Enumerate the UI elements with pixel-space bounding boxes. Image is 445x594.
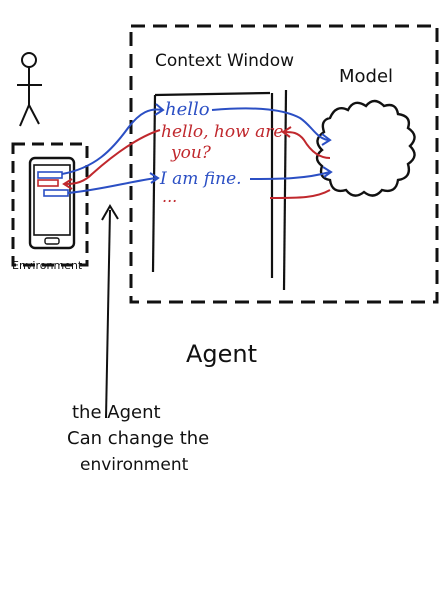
annotation-line-1: the Agent [72,402,161,423]
model-flow-arrows [62,126,331,199]
context-window-frame [151,89,288,291]
annotation-line-2: Can change the [67,428,209,449]
model-cloud [315,99,416,197]
phone-icon [28,156,76,250]
agent-label: Agent [186,340,257,368]
environment-label: Environment [12,259,83,272]
agent-boundary [129,24,439,304]
environment-boundary [11,142,89,267]
context-window-label: Context Window [155,51,294,71]
model-label: Model [339,66,393,87]
annotation-arrow [101,204,119,419]
user-figure [17,52,42,127]
message-user-fine: I am fine. [159,169,242,189]
message-user-hello: hello [165,99,210,120]
message-model-line2: you? [170,143,212,163]
message-model-pending: ... [162,187,177,206]
annotation-line-3: environment [80,455,189,475]
message-model-line1: hello, how are [161,122,283,142]
user-flow-arrows [61,103,333,194]
